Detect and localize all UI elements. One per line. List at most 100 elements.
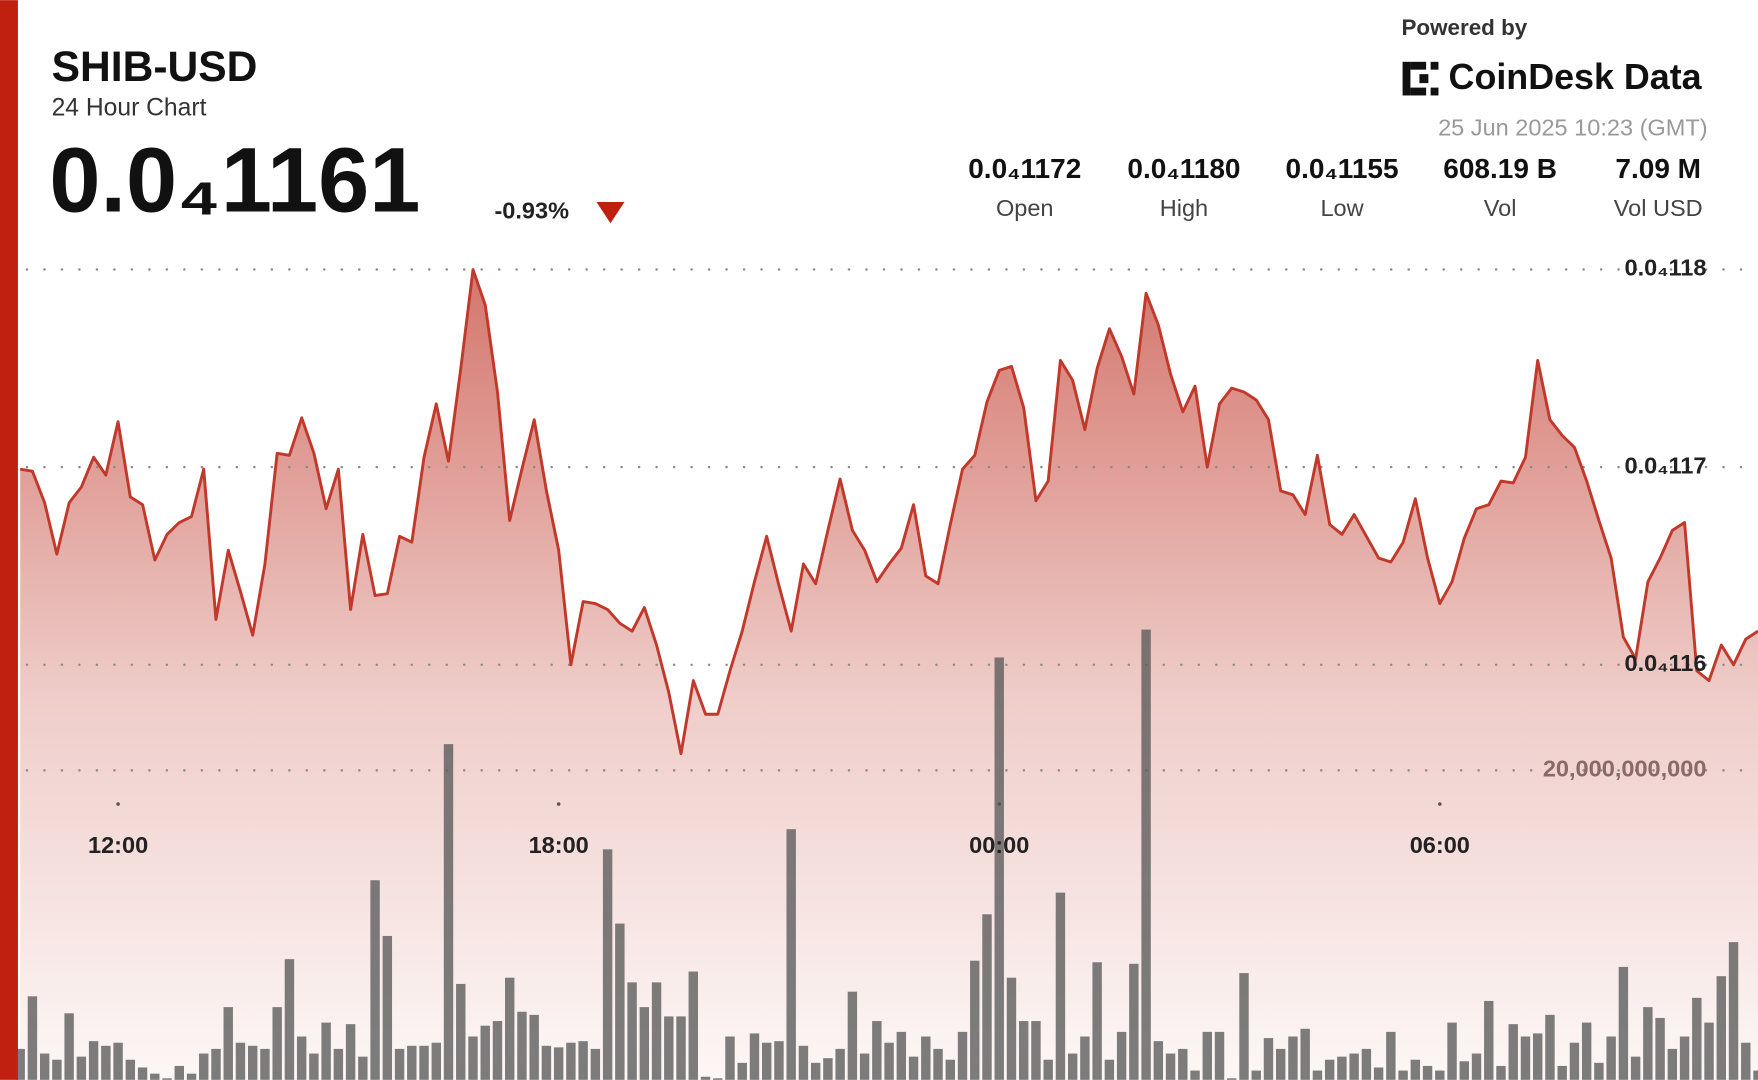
volume-bar — [1129, 963, 1139, 1080]
x-tick-label: 06:00 — [1410, 832, 1470, 858]
volume-bar — [76, 1056, 87, 1080]
volume-bar — [162, 1078, 172, 1080]
volume-bar — [933, 1048, 943, 1080]
volume-bar — [700, 1076, 711, 1080]
x-tick — [556, 802, 561, 806]
volume-bar — [627, 982, 637, 1080]
volume-bar — [39, 1053, 50, 1080]
stat-label: High — [1160, 195, 1208, 221]
y-tick-label: 0.0₄117 — [1625, 452, 1707, 478]
volume-bar — [1643, 1007, 1653, 1080]
volume-bar — [468, 1036, 478, 1080]
volume-bar — [921, 1036, 931, 1080]
stat-value: 0.0₄1180 — [1127, 153, 1240, 184]
volume-bar — [1410, 1059, 1421, 1080]
volume-bar — [1594, 1062, 1604, 1080]
volume-bar — [1276, 1048, 1286, 1080]
volume-bar — [1716, 976, 1726, 1080]
volume-bar — [982, 914, 992, 1080]
volume-bar — [1728, 942, 1739, 1080]
volume-bar — [1557, 1065, 1567, 1080]
volume-bar — [27, 996, 38, 1080]
volume-bar — [211, 1048, 221, 1080]
volume-bar — [1043, 1059, 1053, 1080]
volume-bar — [786, 829, 796, 1080]
volume-bar — [1435, 1070, 1445, 1080]
volume-bar — [1227, 1078, 1237, 1080]
stats: 0.0₄1172 Open 0.0₄1180 High 0.0₄1155 Low… — [968, 153, 1702, 221]
brand-name: CoinDesk Data — [1449, 57, 1703, 97]
volume-bar — [1251, 1070, 1261, 1080]
volume-bar — [88, 1041, 99, 1080]
volume-bar — [798, 1045, 809, 1080]
stat-value: 0.0₄1172 — [968, 153, 1081, 184]
volume-bar — [186, 1073, 197, 1080]
volume-bar — [137, 1067, 148, 1080]
volume-bar — [52, 1059, 62, 1080]
volume-bar — [125, 1059, 136, 1080]
volume-bar — [1006, 977, 1017, 1080]
y-tick-label: 0.0₄118 — [1625, 255, 1707, 281]
brand-logo — [1402, 61, 1439, 96]
volume-bar — [688, 971, 698, 1080]
volume-bar — [443, 744, 454, 1080]
volume-bar — [884, 1042, 894, 1080]
volume-bar — [529, 1014, 539, 1080]
volume-bar — [615, 923, 625, 1080]
volume-bar — [419, 1045, 429, 1080]
volume-bar — [358, 1056, 368, 1080]
volume-bar — [113, 1042, 123, 1080]
volume-bar — [774, 1041, 784, 1080]
volume-bar — [835, 1048, 845, 1080]
volume-bar — [321, 1022, 331, 1080]
volume-bar — [1337, 1056, 1347, 1080]
volume-bar — [1214, 1031, 1225, 1080]
volume-bar — [1386, 1031, 1396, 1080]
volume-bar — [1618, 966, 1629, 1080]
volume-bar — [260, 1048, 270, 1080]
powered-by: Powered by — [1401, 15, 1527, 40]
stat-label: Open — [996, 195, 1054, 221]
volume-bar — [1055, 892, 1066, 1080]
volume-bar — [394, 1048, 405, 1080]
stat-value: 0.0₄1155 — [1286, 153, 1399, 184]
current-price: 0.0₄1161 — [49, 130, 420, 232]
price-line — [19, 268, 1758, 756]
volume-bar — [1679, 1036, 1690, 1080]
volume-bar — [651, 982, 662, 1080]
volume-bar — [382, 935, 393, 1080]
volume-bar — [713, 1078, 723, 1080]
volume-bar — [1741, 1042, 1751, 1080]
volume-bar — [1484, 1000, 1494, 1080]
x-tick — [997, 802, 1002, 806]
volume-bar — [664, 1016, 674, 1080]
volume-bar — [15, 1048, 25, 1080]
price-area — [20, 269, 1758, 1080]
volume-bars — [15, 629, 1758, 1080]
stat-value: 7.09 M — [1615, 153, 1701, 184]
title: SHIB-USD — [52, 43, 258, 91]
volume-bar — [872, 1021, 882, 1080]
volume-bar — [676, 1016, 686, 1080]
volume-bar — [908, 1056, 919, 1080]
volume-bar — [639, 1007, 650, 1080]
volume-bar — [235, 1042, 246, 1080]
stat-label: Vol — [1484, 195, 1517, 221]
volume-bar — [762, 1042, 772, 1080]
volume-bar — [1753, 1070, 1758, 1080]
volume-bar — [823, 1058, 833, 1080]
volume-bar — [1533, 1033, 1543, 1080]
volume-bar — [431, 1042, 441, 1080]
x-tick — [116, 802, 120, 806]
stat-label: Vol USD — [1614, 195, 1703, 221]
volume-bar — [1288, 1036, 1298, 1080]
volume-bar — [1190, 1070, 1200, 1080]
volume-bar — [1312, 1070, 1323, 1080]
volume-bar — [247, 1045, 258, 1080]
volume-bar — [1165, 1053, 1176, 1080]
volume-bar — [407, 1045, 417, 1080]
x-tick-label: 00:00 — [969, 832, 1029, 858]
volume-bar — [602, 849, 613, 1080]
stat-label: Low — [1320, 195, 1364, 221]
